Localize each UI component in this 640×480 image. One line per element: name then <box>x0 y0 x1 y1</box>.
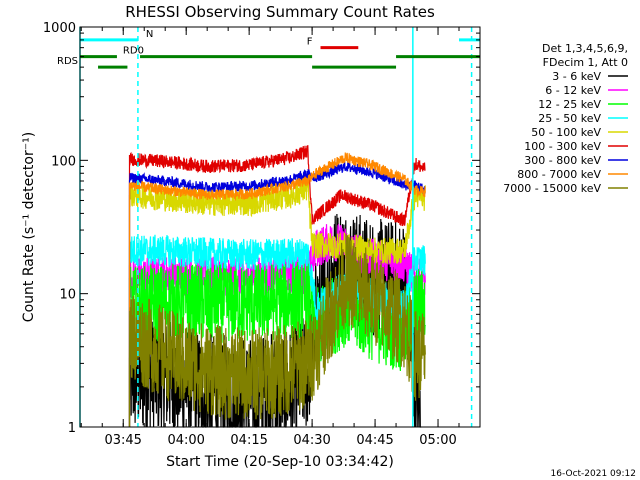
legend-label: 3 - 6 keV <box>552 70 601 83</box>
legend-label: 25 - 50 keV <box>538 112 601 125</box>
series-layer <box>128 145 426 428</box>
y-tick-label: 10 <box>59 288 76 303</box>
legend-label: 6 - 12 keV <box>545 84 601 97</box>
legend: Det 1,3,4,5,6,9,FDecim 1, Att 03 - 6 keV… <box>503 42 628 195</box>
x-tick-label: 03:45 <box>104 433 141 448</box>
legend-label: 7000 - 15000 keV <box>503 182 601 195</box>
legend-label: 50 - 100 keV <box>531 126 601 139</box>
flag-label: F <box>307 37 313 48</box>
y-tick-label: 1 <box>68 421 76 436</box>
flag-label: RD0 <box>123 46 144 57</box>
plot-frame <box>79 26 481 428</box>
flag-label: N <box>146 29 153 40</box>
x-tick-label: 04:15 <box>230 433 267 448</box>
legend-label: 800 - 7000 keV <box>517 168 601 181</box>
x-tick-label: 04:45 <box>356 433 393 448</box>
y-axis-label: Count Rate (s⁻¹ detector⁻¹) <box>21 132 37 322</box>
series-line-8 <box>128 233 426 427</box>
legend-header-line: FDecim 1, Att 0 <box>543 56 628 69</box>
chart-title: RHESSI Observing Summary Count Rates <box>125 3 435 21</box>
legend-label: 12 - 25 keV <box>538 98 601 111</box>
footer-timestamp: 16-Oct-2021 09:12 <box>551 469 636 479</box>
legend-label: 300 - 800 keV <box>524 154 601 167</box>
x-tick-label: 04:30 <box>293 433 330 448</box>
y-tick-label: 1000 <box>43 21 76 36</box>
x-tick-label: 04:00 <box>167 433 204 448</box>
x-axis-label: Start Time (20-Sep-10 03:34:42) <box>166 454 394 470</box>
series-line-5 <box>128 145 426 427</box>
legend-label: 100 - 300 keV <box>524 140 601 153</box>
legend-header-line: Det 1,3,4,5,6,9, <box>542 42 628 55</box>
x-tick-label: 05:00 <box>419 433 456 448</box>
series-line-7 <box>128 152 426 427</box>
flag-label: RDS <box>57 56 78 67</box>
y-tick-label: 100 <box>51 154 76 169</box>
axes-layer: 03:45 04:00 04:15 04:30 04:45 05:00 1 10 100 1000 <box>43 21 481 448</box>
